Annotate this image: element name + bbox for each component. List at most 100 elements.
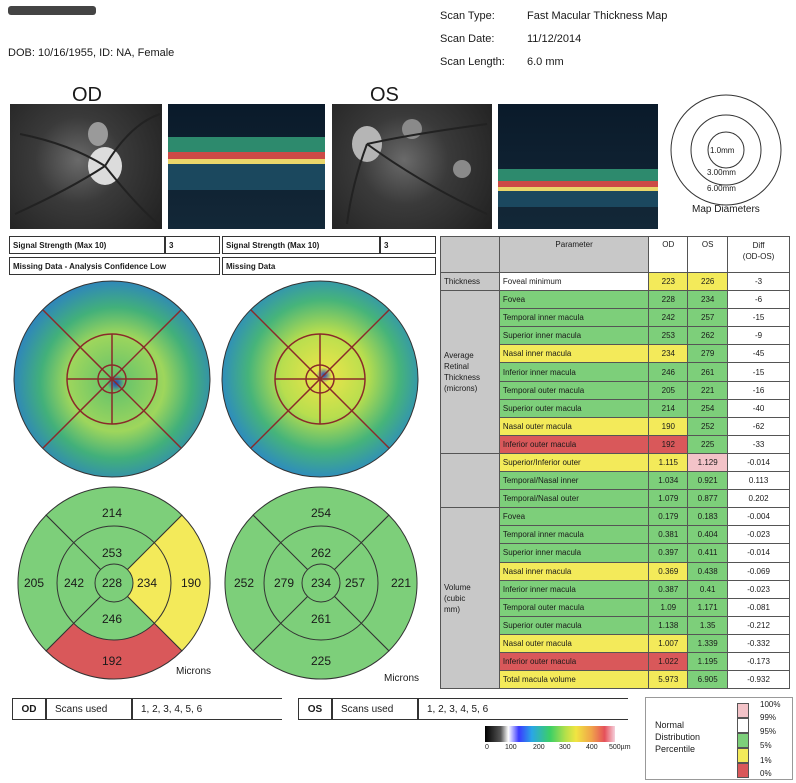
table-row-param: Temporal/Nasal outer (498, 489, 650, 509)
table-row-param: Temporal inner macula (498, 308, 650, 328)
od-nasal-outer-value: 190 (181, 576, 202, 590)
od-center-value: 228 (102, 576, 123, 590)
legend-line3: Percentile (655, 744, 696, 754)
table-row-diff: -6 (727, 290, 790, 310)
od-inferior-outer-value: 192 (102, 654, 123, 668)
table-row-diff: -0.332 (727, 633, 790, 653)
table-row-od: 5.973 (648, 670, 689, 690)
table-row-os: 1.339 (687, 633, 729, 653)
header-os: OS (687, 236, 729, 273)
table-row-od: 246 (648, 362, 689, 382)
os-eye-label: OS (370, 84, 399, 106)
table-row-diff: -0.014 (727, 543, 790, 563)
scan-length-value: 6.0 mm (527, 56, 564, 68)
table-row-param: Superior outer macula (498, 398, 650, 418)
legend-swatch-yellow (737, 748, 749, 763)
table-row-od: 1.138 (648, 615, 689, 635)
table-row-diff: -0.069 (727, 561, 790, 581)
table-row-diff: -0.932 (727, 670, 790, 690)
diameter-6mm: 6.00mm (707, 184, 736, 193)
os-inferior-inner-value: 261 (311, 612, 332, 626)
legend-swatch-pink (737, 703, 749, 718)
table-row-param: Superior outer macula (498, 615, 650, 635)
os-etdrs-grid (224, 486, 418, 680)
table-row-od: 0.397 (648, 543, 689, 563)
os-thickness-map (221, 280, 419, 478)
os-temporal-inner-value: 279 (274, 576, 295, 590)
table-row-od: 242 (648, 308, 689, 328)
normal-distribution-legend (645, 697, 793, 780)
od-missing-data: Missing Data - Analysis Confidence Low (9, 257, 220, 275)
table-row-diff: -0.081 (727, 597, 790, 617)
os-nasal-inner-value: 257 (345, 576, 366, 590)
os-signal-label: Signal Strength (Max 10) (222, 236, 380, 254)
group-avg-line3: Thickness (444, 373, 481, 383)
redacted-name (8, 6, 96, 15)
patient-info: DOB: 10/16/1955, ID: NA, Female (8, 47, 175, 59)
legend-swatch-white (737, 718, 749, 733)
table-row-diff: -0.173 (727, 651, 790, 672)
table-row-od: 1.007 (648, 633, 689, 653)
os-microns-label: Microns (384, 673, 420, 684)
od-etdrs-grid (17, 486, 211, 680)
table-row-diff: -62 (727, 416, 790, 436)
table-row-diff: 0.113 (727, 471, 790, 491)
map-diameters-diagram (670, 94, 782, 206)
table-row-param: Nasal outer macula (498, 416, 650, 436)
table-row-od: 190 (648, 416, 689, 436)
scale-tick-300: 300 (559, 744, 571, 751)
od-microns-label: Microns (176, 666, 212, 677)
table-row-os: 1.171 (687, 597, 729, 617)
table-row-param: Total macula volume (498, 670, 650, 690)
table-row-param: Superior inner macula (498, 543, 650, 563)
group-volume: Volume (cubic mm) (440, 507, 500, 690)
table-row-od: 1.034 (648, 471, 689, 491)
table-row-os: 252 (687, 416, 729, 436)
table-row-os: 234 (687, 290, 729, 310)
legend-p100: 100% (760, 700, 781, 709)
table-row-od: 205 (648, 380, 689, 400)
table-row-param: Inferior outer macula (498, 434, 650, 454)
table-row-od: 0.179 (648, 507, 689, 527)
table-row-diff: -0.004 (727, 507, 790, 527)
table-row-param: Superior/Inferior outer (498, 452, 650, 473)
group-thickness: Thickness (440, 271, 500, 292)
table-row-od: 1.115 (648, 452, 689, 473)
os-missing-data: Missing Data (222, 257, 436, 275)
os-center-value: 234 (311, 576, 332, 590)
table-row-od: 1.022 (648, 651, 689, 672)
table-row-diff: -0.014 (727, 452, 790, 473)
od-eye-label: OD (72, 84, 102, 106)
table-row-param: Inferior outer macula (498, 651, 650, 672)
od-oct-scan (168, 104, 325, 229)
group-avg-line1: Average (444, 351, 474, 361)
table-row-os: 6.905 (687, 670, 729, 690)
legend-p0: 0% (760, 769, 772, 778)
table-row-diff: -45 (727, 344, 790, 364)
legend-p99: 99% (760, 713, 777, 722)
table-row-param: Foveal minimum (498, 271, 650, 292)
table-row-os: 0.438 (687, 561, 729, 581)
os-superior-inner-value: 262 (311, 546, 332, 560)
table-row-param: Fovea (498, 290, 650, 310)
group-vol-line2: (cubic (444, 593, 466, 603)
table-row-os: 225 (687, 434, 729, 454)
table-row-param: Temporal inner macula (498, 525, 650, 545)
header-diff-sub: (OD-OS) (742, 252, 775, 261)
table-row-diff: -0.023 (727, 579, 790, 599)
table-row-od: 228 (648, 290, 689, 310)
scan-type-value: Fast Macular Thickness Map (527, 10, 668, 22)
table-row-diff: -0.023 (727, 525, 790, 545)
legend-swatch-red (737, 763, 749, 778)
table-row-os: 257 (687, 308, 729, 328)
table-row-os: 0.411 (687, 543, 729, 563)
table-row-diff: -3 (727, 271, 790, 292)
header-parameter: Parameter (498, 236, 650, 273)
od-temporal-inner-value: 242 (64, 576, 85, 590)
table-row-od: 253 (648, 326, 689, 346)
table-row-diff: 0.202 (727, 489, 790, 509)
table-row-os: 254 (687, 398, 729, 418)
table-row-diff: -40 (727, 398, 790, 418)
table-row-os: 221 (687, 380, 729, 400)
group-vol-line3: mm) (444, 604, 460, 614)
